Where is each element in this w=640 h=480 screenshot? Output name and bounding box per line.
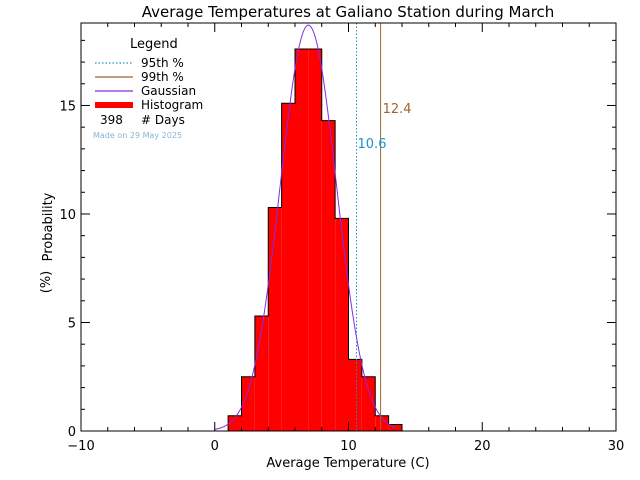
x-tick-label: 30 <box>608 439 625 454</box>
legend-days-label: # Days <box>141 113 185 127</box>
y-tick-label: 0 <box>68 425 76 440</box>
y-tick-label: 15 <box>59 99 76 114</box>
p99-value-label: 12.4 <box>383 102 412 117</box>
x-tick-label: 0 <box>211 439 219 454</box>
histogram-bar <box>228 415 242 431</box>
gaussian-curve <box>214 24 396 430</box>
chart-title: Average Temperatures at Galiano Station … <box>142 3 555 21</box>
y-tick-label: 10 <box>59 208 76 223</box>
legend: Legend 95th % 99th % Gaussian Histogram … <box>93 37 203 140</box>
p95-value-label: 10.6 <box>358 137 387 152</box>
histogram-bar <box>241 376 255 431</box>
histogram-bar <box>308 49 322 432</box>
histogram-bar <box>348 359 362 431</box>
legend-days-count: 398 <box>100 113 123 127</box>
plot-area: 10.6 12.4 <box>214 23 412 432</box>
histogram-bar <box>388 424 402 431</box>
histogram-bar <box>268 207 282 431</box>
histogram-outline <box>227 48 403 431</box>
histogram-bar <box>281 103 295 431</box>
y-axis-unit: (%) <box>39 271 54 294</box>
x-tick-label: 10 <box>340 439 357 454</box>
x-tick-label: −10 <box>67 439 94 454</box>
x-axis-label: Average Temperature (C) <box>266 456 429 471</box>
legend-title: Legend <box>130 37 178 52</box>
histogram-bar <box>375 415 389 431</box>
x-tick-label: 20 <box>474 439 491 454</box>
legend-label-p99: 99th % <box>141 70 184 84</box>
histogram-bar <box>335 218 349 431</box>
histogram-bar <box>254 315 269 431</box>
histogram-bar <box>361 376 376 431</box>
histogram-bar <box>321 120 336 431</box>
made-on-note: Made on 29 May 2025 <box>93 131 182 140</box>
y-tick-label: 5 <box>68 316 76 331</box>
histogram-bar <box>295 49 309 432</box>
legend-label-gaussian: Gaussian <box>141 84 196 98</box>
legend-label-histogram: Histogram <box>141 98 203 112</box>
y-axis-label: Probability <box>41 192 56 261</box>
legend-label-p95: 95th % <box>141 56 184 70</box>
